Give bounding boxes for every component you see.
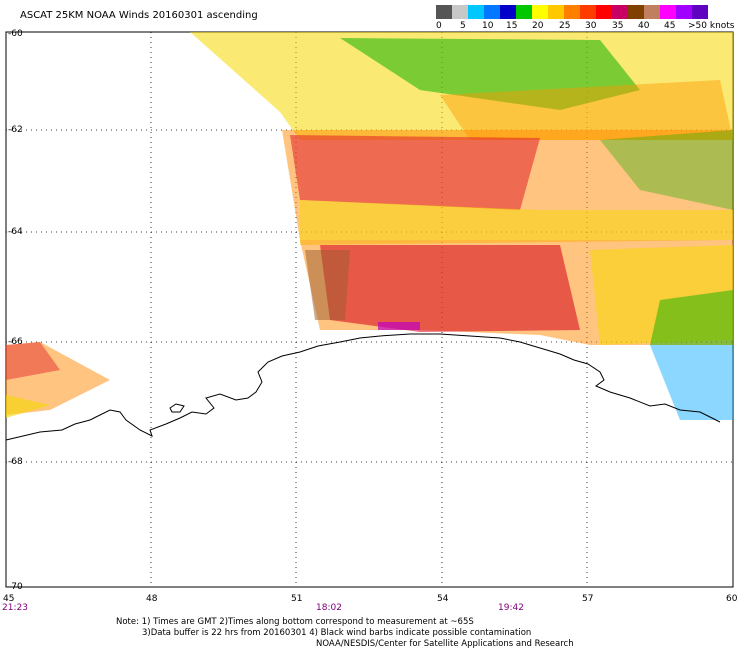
wind-barbs [6,32,733,420]
lon-label: 54 [437,594,449,604]
lat-label: -66 [8,337,23,347]
note-line-1: Note: 1) Times are GMT 2)Times along bot… [116,617,474,627]
legend-tick: 0 [436,21,442,31]
legend-swatch [548,5,564,19]
legend-tick: 40 [638,21,650,31]
map-title: ASCAT 25KM NOAA Winds 20160301 ascending [20,10,258,21]
legend-swatch [692,5,708,19]
swath-magenta [378,322,420,330]
legend-swatch [612,5,628,19]
legend-swatch [484,5,500,19]
legend-swatch [436,5,452,19]
footnotes: Note: 1) Times are GMT 2)Times along bot… [116,617,574,649]
color-legend [436,5,708,19]
legend-swatch [580,5,596,19]
legend-swatch [500,5,516,19]
legend-swatch [532,5,548,19]
legend-swatch [452,5,468,19]
coast-islet [169,403,185,413]
lat-label: -64 [8,227,23,237]
legend-swatch [564,5,580,19]
coastline [5,333,721,441]
legend-swatch [628,5,644,19]
legend-swatch [516,5,532,19]
legend-tick: 15 [506,21,517,31]
swath-north-green [340,38,640,110]
legend-swatch [644,5,660,19]
swath-se-blue [650,345,733,420]
pass-times: 21:23 18:02 19:42 [2,603,524,613]
swath-north-orange [440,80,733,140]
legend-tick: 5 [460,21,466,31]
swath-mid-green [600,130,733,210]
lat-labels: -60 -62 -64 -66 -68 -70 [8,29,23,592]
lon-label: 57 [582,594,593,604]
legend-ticks: 0 5 10 15 20 25 30 35 40 45 >50 knots [436,21,735,31]
legend-tick: 30 [585,21,597,31]
swath-low-red [320,245,580,332]
legend-tick: 45 [664,21,675,31]
pass-time: 19:42 [498,603,524,613]
pass-time: 18:02 [316,603,342,613]
lat-label: -70 [8,582,23,592]
pass-time: 21:23 [2,603,28,613]
swath-west [6,342,110,415]
swath-mid-yellow [300,200,733,245]
legend-swatch [676,5,692,19]
legend-swatch [660,5,676,19]
swath-mid-red [290,135,540,210]
swath-west-yellow [6,395,50,418]
swath-low-green [650,290,733,345]
legend-tick: 20 [532,21,544,31]
swath-west-red [6,342,60,380]
lon-label: 60 [726,594,738,604]
lat-label: -68 [8,457,23,467]
swath-low-brown [305,250,350,320]
legend-unit: >50 knots [688,21,735,31]
note-line-2: 3)Data buffer is 22 hrs from 20160301 4)… [142,628,531,638]
lon-label: 45 [3,594,14,604]
note-line-3: NOAA/NESDIS/Center for Satellite Applica… [316,639,574,649]
lon-label: 48 [146,594,158,604]
legend-tick: 10 [482,21,494,31]
legend-swatch [468,5,484,19]
legend-tick: 35 [612,21,623,31]
legend-swatch [596,5,612,19]
lat-label: -60 [8,29,23,39]
lat-label: -62 [8,125,23,135]
legend-tick: 25 [559,21,570,31]
lon-label: 51 [291,594,302,604]
lon-labels: 45 48 51 54 57 60 [3,594,738,604]
